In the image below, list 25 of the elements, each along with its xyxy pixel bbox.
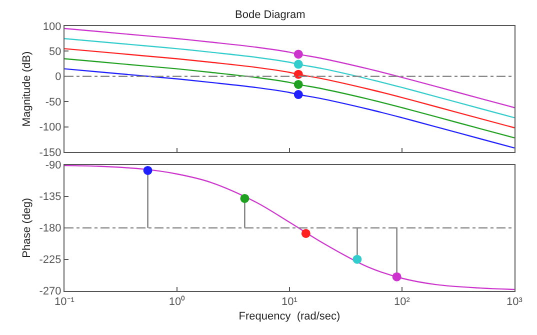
y-axis-title: Phase (deg) (20, 198, 33, 258)
x-axis-title: Frequency (rad/sec) (238, 310, 340, 322)
x-tick-label: 10² (394, 296, 410, 308)
point (294, 70, 303, 79)
y-tick-label: -135 (39, 191, 62, 204)
y-tick-label: 50 (49, 46, 62, 58)
y-tick-label: -150 (39, 146, 62, 159)
y-tick-label: 0 (55, 71, 62, 84)
x-tick-label: 10¹ (282, 296, 298, 308)
y-axis-title: Magnitude (dB) (20, 51, 33, 127)
chart-title: Bode Diagram (235, 9, 306, 21)
point (294, 90, 303, 100)
y-tick-label: -50 (45, 96, 62, 108)
x-tick-label: 10⁰ (168, 295, 186, 308)
point (294, 60, 303, 69)
point (294, 80, 303, 89)
y-tick-label: -270 (39, 286, 62, 298)
y-tick-label: 100 (42, 20, 62, 33)
x-tick-label: 10⁻¹ (54, 296, 75, 308)
y-tick-label: -90 (45, 160, 62, 172)
y-tick-label: -225 (39, 254, 62, 266)
y-tick-label: -180 (39, 222, 62, 235)
y-tick-label: -100 (39, 122, 62, 134)
x-tick-label: 10³ (506, 296, 523, 308)
point (294, 50, 303, 59)
